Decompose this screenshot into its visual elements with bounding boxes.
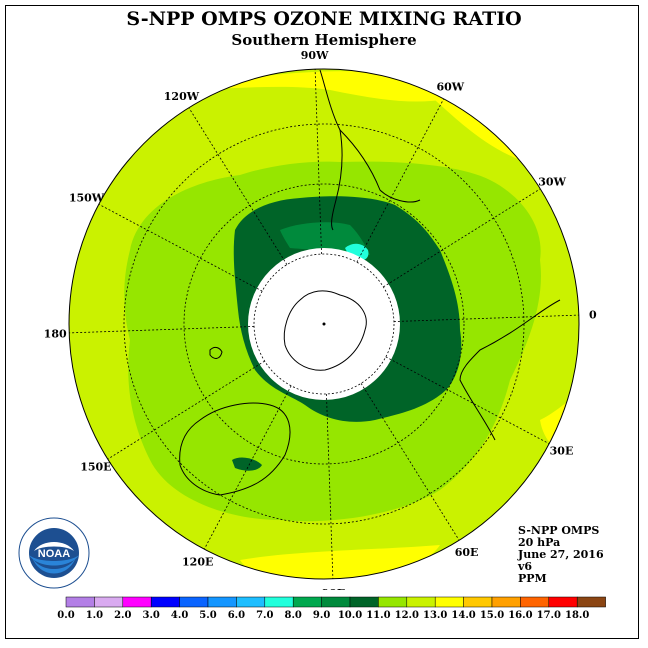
colorbar-swatch bbox=[292, 596, 322, 608]
colorbar-swatch bbox=[264, 596, 294, 608]
longitude-label: 120E bbox=[182, 556, 213, 569]
colorbar-swatch bbox=[179, 596, 209, 608]
longitude-line bbox=[314, 69, 322, 255]
longitude-line bbox=[326, 393, 334, 579]
longitude-labels: 0 30E 60E 90E 120E 150E 180 150W 120W 90W 60W 30W bbox=[44, 49, 597, 590]
colorbar-swatch bbox=[548, 596, 578, 608]
colorbar-swatch bbox=[65, 596, 95, 608]
colorbar-tick-label: 12.0 bbox=[395, 610, 419, 621]
colorbar-tick-label: 14.0 bbox=[451, 610, 475, 621]
longitude-line bbox=[69, 326, 255, 334]
info-instrument: S-NPP OMPS bbox=[518, 524, 600, 537]
colorbar-tick-label: 1.0 bbox=[86, 610, 103, 621]
region-10-11-small bbox=[232, 457, 262, 471]
colorbar-tick-label: 4.0 bbox=[171, 610, 188, 621]
longitude-label: 90E bbox=[322, 587, 346, 590]
colorbar-tick-label: 13.0 bbox=[423, 610, 447, 621]
colorbar-tick-label: 10.0 bbox=[338, 610, 362, 621]
longitude-label: 150W bbox=[69, 192, 105, 205]
colorbar-tick-label: 8.0 bbox=[284, 610, 301, 621]
noaa-logo: NOAA bbox=[18, 517, 90, 589]
longitude-lines bbox=[69, 69, 579, 579]
longitude-line bbox=[385, 356, 550, 445]
colorbar-labels: 0.0 1.0 2.0 3.0 4.0 5.0 6.0 7.0 8.0 9.0 10.0 11.0 12… bbox=[57, 610, 589, 621]
map-boundary bbox=[68, 68, 580, 580]
longitude-label: 150E bbox=[80, 461, 111, 474]
antarctica-coast bbox=[283, 290, 367, 371]
colorbar-swatch bbox=[406, 596, 436, 608]
colorbar-tick-label: 5.0 bbox=[199, 610, 216, 621]
colorbar-tick-label: 6.0 bbox=[228, 610, 245, 621]
longitude-line bbox=[98, 203, 263, 292]
colorbar-swatch bbox=[576, 596, 606, 608]
latitude-circle-60s bbox=[183, 183, 465, 465]
colorbar-swatch bbox=[321, 596, 351, 608]
colorbar-swatch bbox=[434, 596, 464, 608]
info-date: June 27, 2016 bbox=[518, 548, 604, 561]
longitude-line bbox=[360, 383, 460, 541]
longitude-label: 0 bbox=[589, 309, 597, 322]
south-pole-marker bbox=[322, 322, 326, 326]
latitude-circle-inner bbox=[253, 253, 395, 395]
coastlines bbox=[179, 69, 561, 496]
chart-subtitle: Southern Hemisphere bbox=[231, 31, 417, 49]
longitude-line bbox=[203, 385, 292, 550]
colorbar-swatch bbox=[463, 596, 493, 608]
colorbar-tick-label: 7.0 bbox=[256, 610, 273, 621]
colorbar-swatch bbox=[150, 596, 180, 608]
new-zealand-coast bbox=[209, 346, 223, 359]
colorbar-tick-label: 3.0 bbox=[142, 610, 159, 621]
colorbar-tick-label: 0.0 bbox=[57, 610, 74, 621]
chart-title: S-NPP OMPS OZONE MIXING RATIO bbox=[126, 8, 522, 30]
colorbar-tick-label: 18.0 bbox=[565, 610, 589, 621]
colorbar-tick-label: 17.0 bbox=[537, 610, 561, 621]
colorbar-boxes bbox=[65, 596, 606, 608]
africa-coast bbox=[459, 299, 561, 441]
longitude-line bbox=[356, 98, 445, 263]
south-america-coast bbox=[319, 69, 343, 231]
noaa-logo-text: NOAA bbox=[38, 548, 70, 560]
colorbar-tick-label: 16.0 bbox=[508, 610, 532, 621]
longitude-line bbox=[383, 188, 541, 288]
colorbar: 0.0 1.0 2.0 3.0 4.0 5.0 6.0 7.0 8.0 9.0 10.0 11.0 12… bbox=[57, 596, 606, 621]
info-block: S-NPP OMPS 20 hPa June 27, 2016 v6 PPM bbox=[518, 525, 604, 585]
colorbar-tick-label: 9.0 bbox=[313, 610, 330, 621]
longitude-line bbox=[107, 360, 265, 460]
longitude-label: 60W bbox=[436, 80, 464, 93]
longitude-label: 180 bbox=[44, 327, 67, 340]
info-version: v6 bbox=[518, 560, 533, 573]
south-america-east-coast bbox=[339, 129, 421, 203]
longitude-label: 90W bbox=[301, 49, 329, 62]
longitude-label: 30E bbox=[550, 444, 574, 457]
longitude-label: 60E bbox=[455, 546, 479, 559]
longitude-label: 30W bbox=[538, 175, 566, 188]
australia-coast bbox=[179, 402, 291, 496]
colorbar-tick-label: 15.0 bbox=[480, 610, 504, 621]
colorbar-swatch bbox=[520, 596, 550, 608]
longitude-line bbox=[393, 314, 579, 322]
polar-map: 0 30E 60E 90E 120E 150E 180 150W 120W 90W 60W 30W bbox=[44, 49, 597, 590]
colorbar-swatch bbox=[349, 596, 379, 608]
colorbar-swatch bbox=[207, 596, 237, 608]
colorbar-swatch bbox=[236, 596, 266, 608]
colorbar-swatch bbox=[94, 596, 124, 608]
colorbar-tick-label: 2.0 bbox=[114, 610, 131, 621]
colorbar-swatch bbox=[122, 596, 152, 608]
colorbar-swatch bbox=[378, 596, 408, 608]
info-level: 20 hPa bbox=[518, 536, 561, 549]
info-units: PPM bbox=[518, 572, 547, 585]
colorbar-tick-label: 11.0 bbox=[366, 610, 390, 621]
figure-frame bbox=[5, 5, 639, 639]
longitude-label: 120W bbox=[164, 90, 200, 103]
colorbar-swatch bbox=[491, 596, 521, 608]
longitude-line bbox=[188, 107, 288, 265]
